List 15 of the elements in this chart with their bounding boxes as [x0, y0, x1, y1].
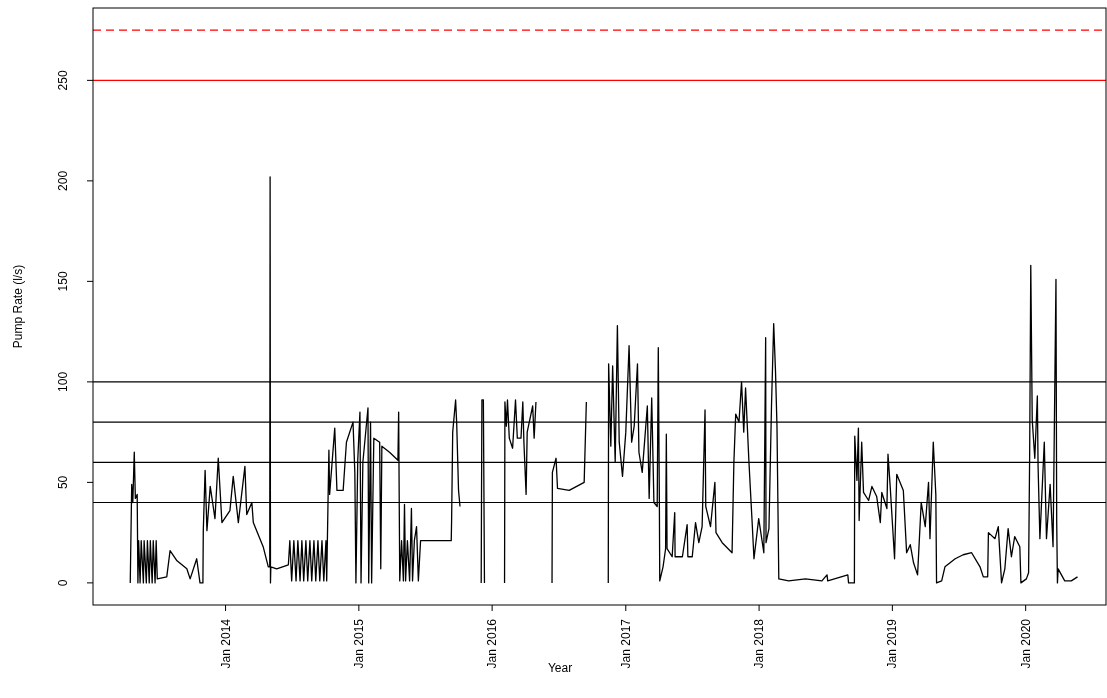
x-tick-label: Jan 2017 — [618, 618, 633, 669]
x-tick-label: Jan 2016 — [485, 618, 500, 669]
y-tick-label: 150 — [56, 271, 70, 292]
y-tick-label: 100 — [56, 371, 70, 392]
y-tick-label: 250 — [56, 70, 70, 91]
y-tick-label: 50 — [56, 475, 70, 490]
y-axis-title: Pump Rate (l/s) — [11, 264, 25, 349]
y-tick-label: 200 — [56, 170, 70, 191]
y-tick-label: 0 — [56, 579, 70, 587]
x-tick-label: Jan 2014 — [218, 618, 233, 669]
x-tick-label: Jan 2020 — [1018, 618, 1033, 669]
x-tick-label: Jan 2019 — [885, 618, 900, 669]
x-tick-label: Jan 2015 — [351, 618, 366, 669]
x-tick-label: Jan 2018 — [752, 618, 767, 669]
x-axis-title: Year — [547, 661, 573, 675]
